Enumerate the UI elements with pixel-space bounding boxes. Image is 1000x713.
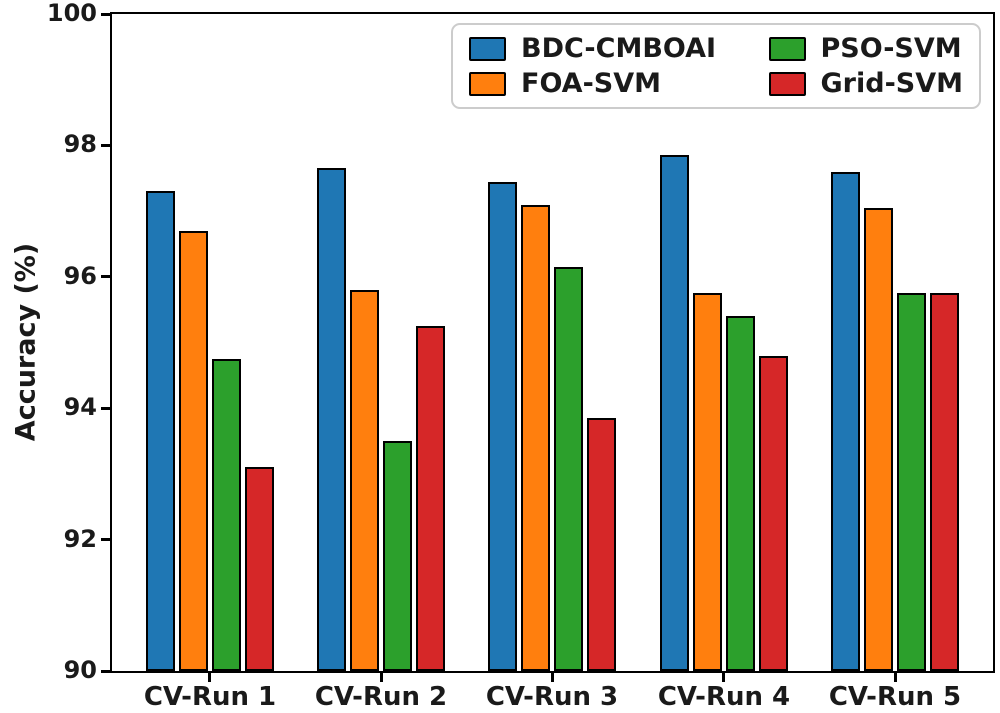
bar-foa-svm-cv-run-4 xyxy=(693,293,722,671)
legend: BDC-CMBOAI FOA-SVM PSO-SVM Grid-SVM xyxy=(451,23,981,110)
bar-pso-svm-cv-run-3 xyxy=(554,267,583,671)
bar-grid-svm-cv-run-5 xyxy=(930,293,959,671)
legend-item-grid-svm: Grid-SVM xyxy=(768,67,963,99)
y-tick-label-92: 92 xyxy=(63,524,97,553)
y-tick-92 xyxy=(101,538,110,541)
y-tick-label-90: 90 xyxy=(63,655,97,684)
y-tick-label-98: 98 xyxy=(63,129,97,158)
bar-foa-svm-cv-run-1 xyxy=(179,231,208,671)
x-tick-label-cv-run-3: CV-Run 3 xyxy=(485,682,619,712)
legend-label-bdc-cmboai: BDC-CMBOAI xyxy=(521,33,717,64)
y-tick-label-96: 96 xyxy=(63,261,97,290)
y-tick-label-94: 94 xyxy=(63,392,97,421)
legend-swatch-bdc-cmboai-icon xyxy=(469,36,506,61)
bar-bdc-cmboai-cv-run-3 xyxy=(488,182,517,671)
x-tick-cv-run-2 xyxy=(380,673,383,682)
bar-grid-svm-cv-run-2 xyxy=(416,326,445,671)
legend-swatch-foa-svm-icon xyxy=(469,71,506,96)
x-tick-label-cv-run-5: CV-Run 5 xyxy=(828,682,962,712)
y-tick-98 xyxy=(101,144,110,147)
legend-swatch-pso-svm-icon xyxy=(768,36,806,61)
legend-label-grid-svm: Grid-SVM xyxy=(820,67,963,99)
legend-swatch-grid-svm-icon xyxy=(768,71,806,96)
y-tick-100 xyxy=(101,13,110,16)
y-tick-96 xyxy=(101,275,110,278)
bar-foa-svm-cv-run-2 xyxy=(350,290,379,671)
plot-area: BDC-CMBOAI FOA-SVM PSO-SVM Grid-SVM xyxy=(110,12,995,673)
bar-pso-svm-cv-run-5 xyxy=(897,293,926,671)
bar-bdc-cmboai-cv-run-4 xyxy=(660,155,689,671)
x-tick-cv-run-4 xyxy=(722,673,725,682)
x-tick-label-cv-run-2: CV-Run 2 xyxy=(314,682,448,712)
y-axis-title: Accuracy (%) xyxy=(10,242,42,442)
bar-foa-svm-cv-run-5 xyxy=(864,208,893,671)
bar-pso-svm-cv-run-2 xyxy=(383,441,412,671)
bar-bdc-cmboai-cv-run-2 xyxy=(317,168,346,671)
bars-layer xyxy=(112,14,993,671)
legend-item-bdc-cmboai: BDC-CMBOAI xyxy=(469,34,716,64)
x-tick-cv-run-3 xyxy=(551,673,554,682)
y-tick-94 xyxy=(101,407,110,410)
x-tick-cv-run-5 xyxy=(894,673,897,682)
bar-pso-svm-cv-run-1 xyxy=(212,359,241,671)
bar-grid-svm-cv-run-3 xyxy=(587,418,616,671)
x-tick-label-cv-run-4: CV-Run 4 xyxy=(657,682,791,712)
bar-bdc-cmboai-cv-run-5 xyxy=(831,172,860,671)
legend-label-foa-svm: FOA-SVM xyxy=(521,67,661,99)
bar-foa-svm-cv-run-3 xyxy=(521,205,550,671)
y-tick-90 xyxy=(101,670,110,673)
bar-grid-svm-cv-run-1 xyxy=(245,467,274,671)
y-tick-label-100: 100 xyxy=(46,0,97,27)
legend-item-foa-svm: FOA-SVM xyxy=(469,67,716,99)
bar-pso-svm-cv-run-4 xyxy=(726,316,755,671)
bar-bdc-cmboai-cv-run-1 xyxy=(146,191,175,671)
x-tick-label-cv-run-1: CV-Run 1 xyxy=(143,682,277,712)
legend-item-pso-svm: PSO-SVM xyxy=(768,33,963,64)
x-tick-cv-run-1 xyxy=(208,673,211,682)
legend-label-pso-svm: PSO-SVM xyxy=(820,33,962,64)
bar-grid-svm-cv-run-4 xyxy=(759,356,788,671)
